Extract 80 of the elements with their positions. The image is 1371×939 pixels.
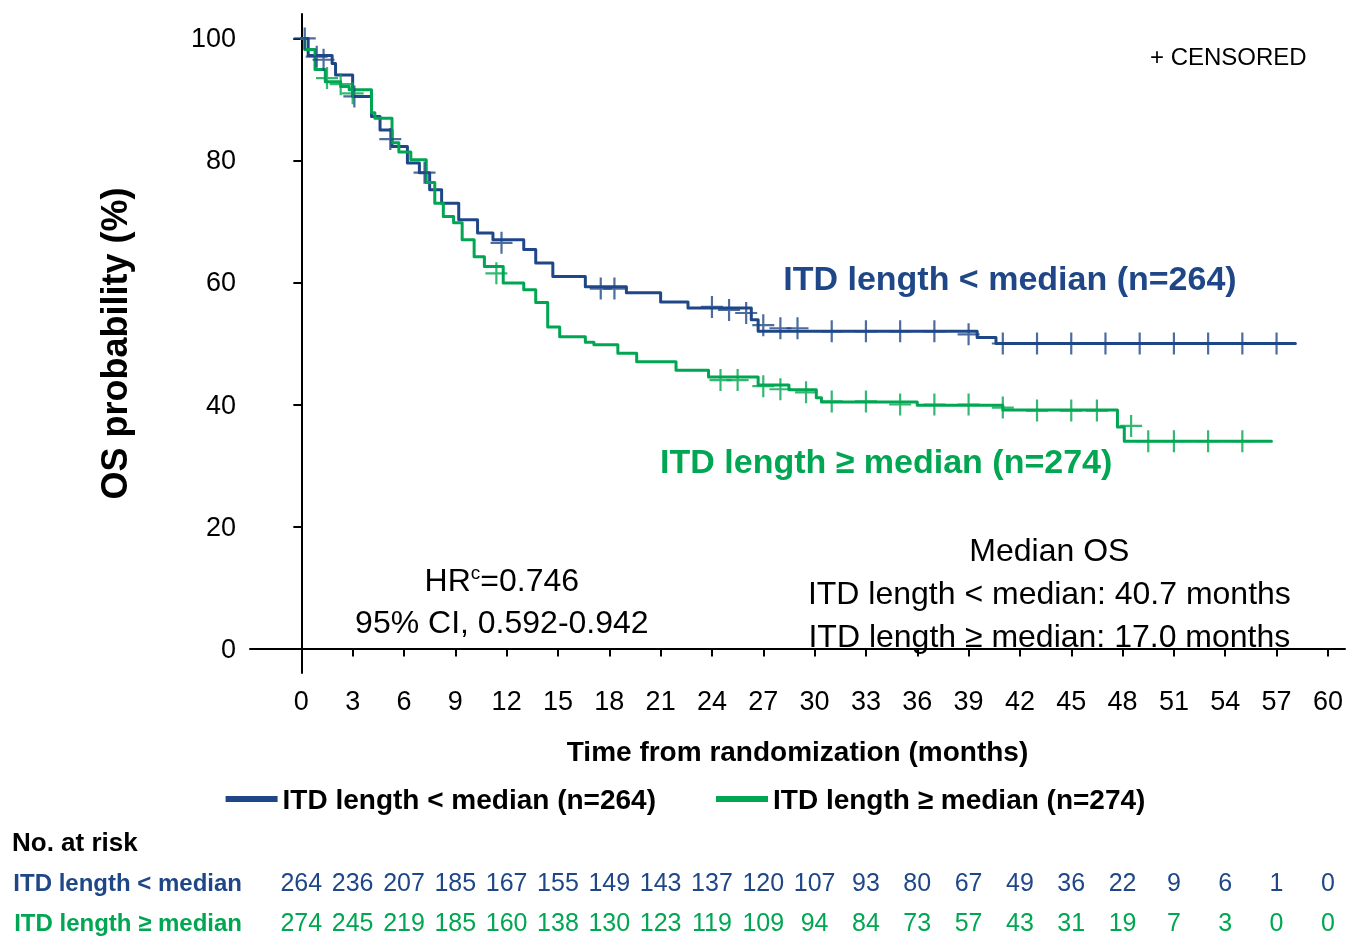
point [1120, 414, 1143, 437]
point [1085, 399, 1108, 422]
x-tick-label: 30 [799, 685, 830, 716]
x-tick-label: 12 [491, 685, 522, 716]
text: 274 245 219 185 160 138 130 123 119 109 94 84 73 57 43 31 19 7 3 0 0 [280, 908, 1335, 936]
point [490, 231, 513, 254]
point [726, 369, 749, 392]
point [485, 262, 508, 285]
x-tick-label: 3 [345, 685, 361, 716]
x-tick-label: 21 [645, 685, 676, 716]
annotation: 95% CI, 0.592-0.942 [355, 604, 649, 641]
point [1197, 430, 1220, 453]
point [315, 67, 338, 90]
y-tick-label: 100 [190, 23, 236, 54]
point [820, 320, 843, 343]
point [820, 390, 843, 413]
x-tick-label: 39 [953, 685, 984, 716]
point [957, 393, 980, 416]
point [854, 390, 877, 413]
point [329, 73, 352, 96]
annotation: ITD length ≥ median: 17.0 months [808, 618, 1291, 655]
x-tick-label: 9 [447, 685, 463, 716]
point [1231, 430, 1254, 453]
point [1026, 399, 1049, 422]
point [718, 298, 741, 321]
point [312, 48, 335, 71]
text: ITD length < median [13, 868, 242, 896]
annotation: ITD length < median: 40.7 months [807, 575, 1291, 612]
point [923, 393, 946, 416]
point [923, 320, 946, 343]
x-tick-label: 6 [396, 685, 412, 716]
point [854, 320, 877, 343]
point [752, 314, 775, 337]
point [735, 301, 758, 324]
x-axis-title: Time from randomization (months) [566, 735, 1029, 767]
x-tick-label: 15 [542, 685, 573, 716]
point [889, 393, 912, 416]
x-tick-label: 27 [748, 685, 779, 716]
y-tick-label: 80 [205, 145, 236, 176]
y-tick-label: 20 [205, 511, 236, 542]
x-tick-label: 54 [1210, 685, 1241, 716]
x-tick-label: 24 [696, 685, 727, 716]
point [889, 320, 912, 343]
point [769, 378, 792, 401]
annotation: ITD length ≥ median (n=274) [660, 441, 1113, 480]
point [379, 128, 402, 151]
x-tick-label: 57 [1261, 685, 1292, 716]
legend-label: ITD length ≥ median (n=274) [772, 783, 1146, 815]
point [991, 396, 1014, 419]
x-tick-label: 33 [850, 685, 881, 716]
x-tick-label: 0 [293, 685, 309, 716]
point [1060, 399, 1083, 422]
point [1137, 430, 1160, 453]
y-tick-label: 60 [205, 267, 236, 298]
legend-label: ITD length < median (n=264) [282, 783, 656, 815]
annotation: Median OS [969, 531, 1130, 568]
point [1162, 430, 1185, 453]
y-tick-label: 40 [205, 389, 236, 420]
x-tick-label: 45 [1056, 685, 1087, 716]
x-tick-label: 48 [1107, 685, 1138, 716]
point [957, 323, 980, 346]
annotation: ITD length < median (n=264) [783, 259, 1237, 298]
x-tick-label: 42 [1004, 685, 1035, 716]
x-tick-label: 18 [594, 685, 625, 716]
text: 264 236 207 185 167 155 149 143 137 120 107 93 80 67 49 36 22 9 6 1 0 [280, 868, 1335, 896]
y-tick-label: 0 [220, 633, 236, 664]
point [786, 317, 809, 340]
x-tick-label: 36 [902, 685, 933, 716]
point [752, 375, 775, 398]
annotation: + CENSORED [1149, 43, 1307, 71]
point [293, 27, 316, 50]
point [700, 295, 723, 318]
text: ITD length ≥ median [14, 908, 242, 936]
point [795, 381, 818, 404]
text: No. at risk [12, 827, 139, 857]
point [603, 277, 626, 300]
y-axis-title: OS probability (%) [93, 187, 135, 500]
x-tick-label: 60 [1312, 685, 1343, 716]
point [413, 161, 436, 184]
x-tick-label: 51 [1158, 685, 1189, 716]
